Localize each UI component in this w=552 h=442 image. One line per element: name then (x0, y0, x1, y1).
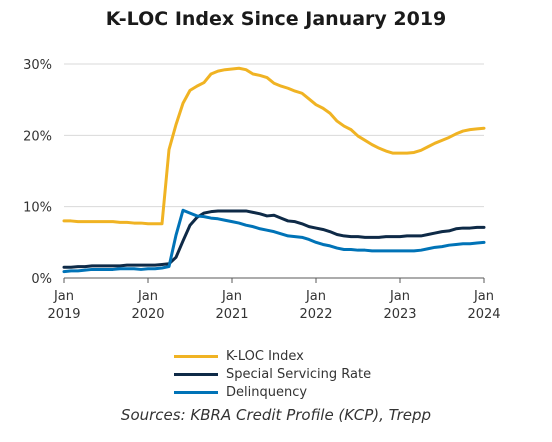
legend: K-LOC Index Special Servicing Rate Delin… (174, 347, 371, 401)
x-tick-label: Jan (305, 289, 326, 304)
series-line-special-servicing-rate (62, 209, 486, 269)
y-tick-label: 20% (23, 129, 52, 144)
legend-swatch-special-servicing (174, 372, 218, 376)
x-tick-label: 2021 (215, 307, 248, 322)
line-chart: 0% 10% 20% 30% Jan 2019 Jan 2020 Jan 2021 Jan 2022… (23, 58, 500, 322)
x-axis-ticks: Jan 2019 Jan 2020 Jan 2021 Jan 2022 Jan 2023 Jan 20… (47, 289, 500, 322)
series-line-delinquency (62, 208, 486, 274)
y-tick-label: 0% (31, 272, 52, 287)
source-note: Sources: KBRA Credit Profile (KCP), Trep… (120, 406, 432, 424)
x-tick-label: 2022 (299, 307, 332, 322)
x-tick-label: 2024 (467, 307, 500, 322)
gridlines (64, 63, 484, 208)
legend-item-delinquency: Delinquency (174, 383, 371, 401)
x-tick-label: 2020 (131, 307, 164, 322)
x-tick-label: 2023 (383, 307, 416, 322)
y-tick-label: 30% (23, 58, 52, 73)
legend-item-special-servicing: Special Servicing Rate (174, 365, 371, 383)
legend-item-kloc: K-LOC Index (174, 347, 371, 365)
series-line-kloc-index (62, 66, 486, 226)
x-tick-label: Jan (473, 289, 494, 304)
axes (63, 277, 485, 283)
x-tick-label: Jan (137, 289, 158, 304)
legend-label-special-servicing: Special Servicing Rate (226, 366, 372, 382)
y-axis-ticks: 0% 10% 20% 30% (23, 58, 52, 287)
legend-swatch-delinquency (174, 390, 218, 394)
x-tick-label: Jan (53, 289, 74, 304)
x-tick-label: Jan (389, 289, 410, 304)
x-tick-label: 2019 (47, 307, 80, 322)
legend-swatch-kloc (174, 354, 218, 358)
legend-label-kloc: K-LOC Index (226, 348, 304, 364)
chart-title: K-LOC Index Since January 2019 (105, 8, 447, 30)
series-lines (62, 66, 486, 274)
legend-label-delinquency: Delinquency (226, 384, 308, 400)
x-tick-label: Jan (221, 289, 242, 304)
y-tick-label: 10% (23, 201, 52, 216)
